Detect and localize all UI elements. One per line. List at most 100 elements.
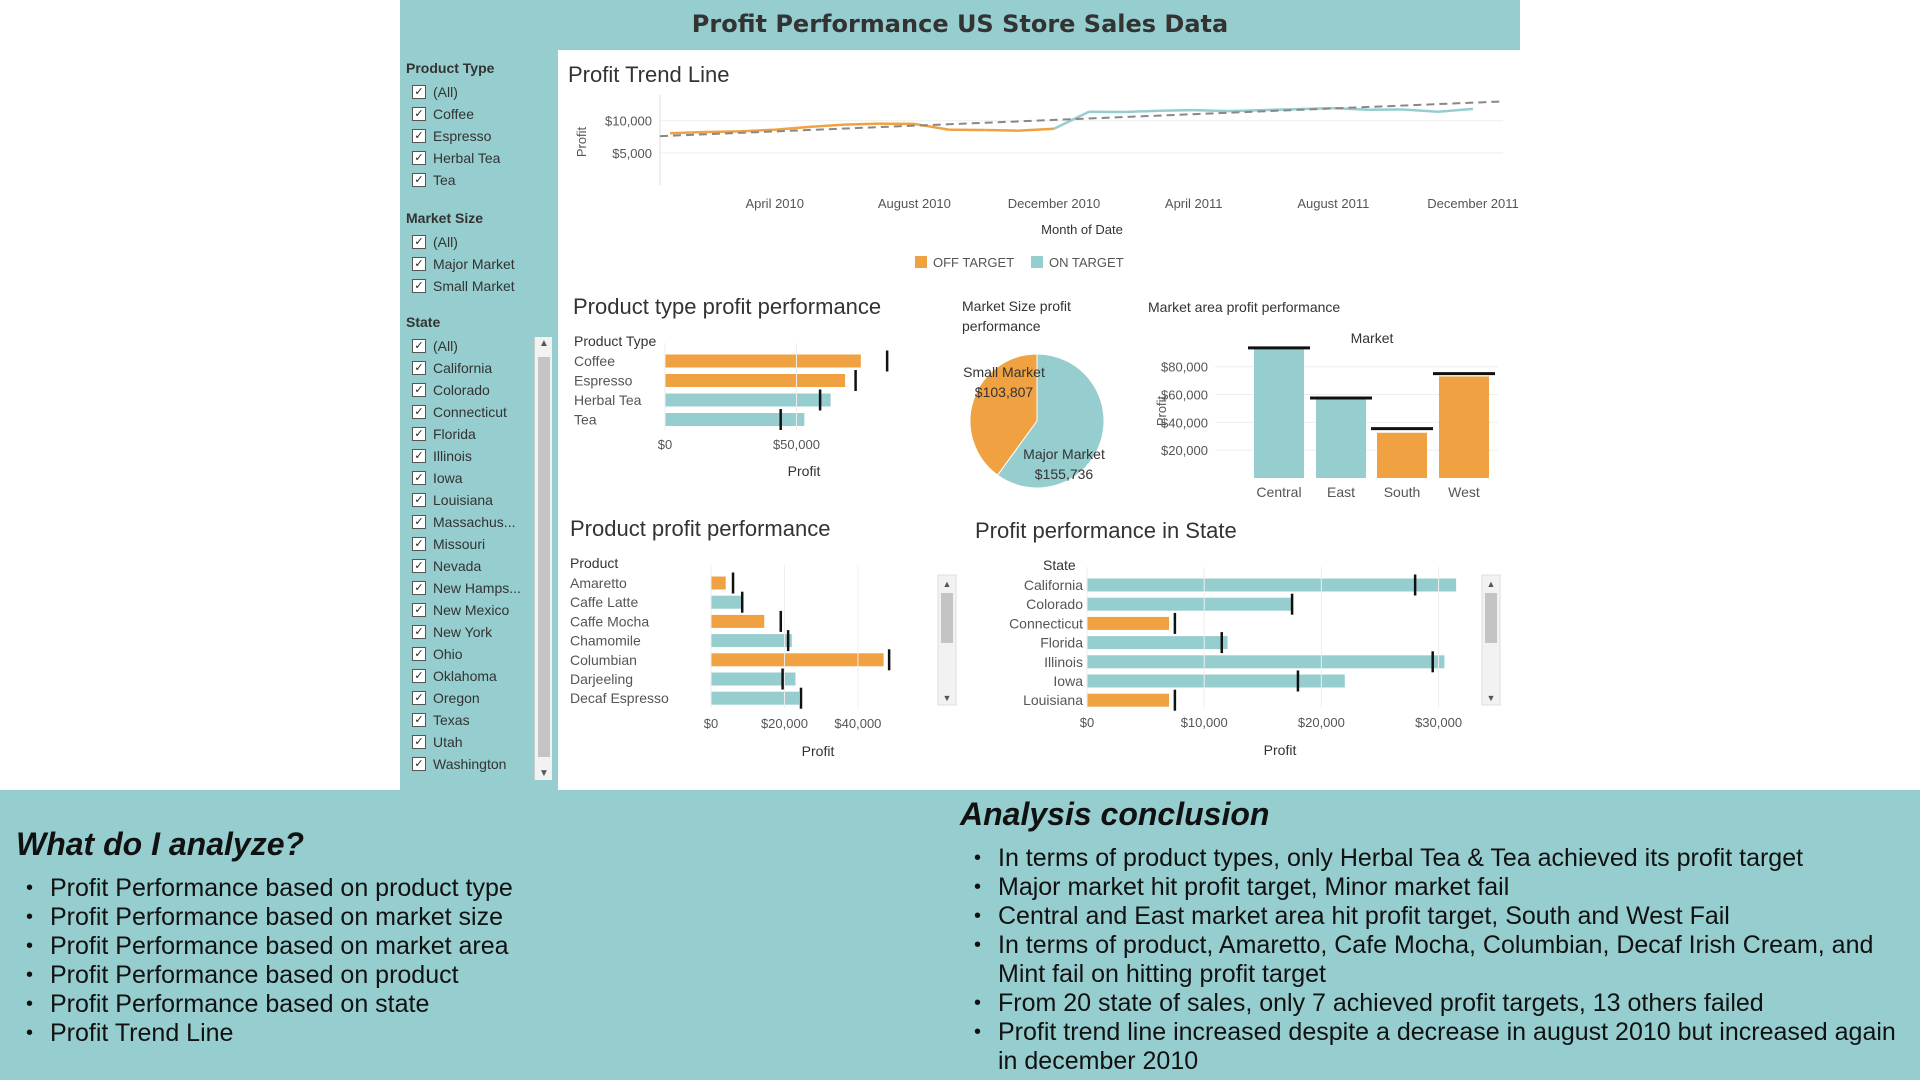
state-bar <box>1087 616 1170 630</box>
trend-y-tick: $10,000 <box>605 114 652 129</box>
filter-option-product-type[interactable]: ✓ Coffee <box>412 104 474 124</box>
product-bar <box>711 595 743 609</box>
filter-option-product-type[interactable]: ✓ (All) <box>412 82 458 102</box>
scrollbar-thumb[interactable] <box>941 593 953 643</box>
filter-option-state[interactable]: ✓ Washington <box>412 754 506 774</box>
filter-option-state[interactable]: ✓ California <box>412 358 492 378</box>
trend-x-tick: August 2011 <box>1297 196 1369 211</box>
conclusion-item: Profit trend line increased despite a de… <box>962 1018 1902 1076</box>
filter-option-state[interactable]: ✓ Illinois <box>412 446 472 466</box>
filter-option-label: Texas <box>433 712 470 728</box>
filter-option-state[interactable]: ✓ Florida <box>412 424 476 444</box>
filter-option-state[interactable]: ✓ New York <box>412 622 492 642</box>
market-area-category-label: South <box>1384 484 1421 500</box>
chevron-down-icon[interactable]: ▼ <box>1487 693 1496 703</box>
filter-heading-market-size: Market Size <box>406 210 484 226</box>
checkbox-checked-icon[interactable]: ✓ <box>412 235 426 249</box>
chevron-up-icon[interactable]: ▲ <box>1487 579 1496 589</box>
state-x-tick: $10,000 <box>1181 715 1228 730</box>
product-category-label: Chamomile <box>570 633 641 649</box>
filter-option-state[interactable]: ✓ Ohio <box>412 644 463 664</box>
conclusion-heading: Analysis conclusion <box>960 796 1270 832</box>
market-size-chart-title-line2: performance <box>962 318 1041 334</box>
filter-option-state[interactable]: ✓ Texas <box>412 710 470 730</box>
product_type-chart-title: Product type profit performance <box>573 294 881 319</box>
filter-option-label: New York <box>433 624 493 640</box>
checkbox-checked-icon[interactable]: ✓ <box>412 691 426 705</box>
checkbox-checked-icon[interactable]: ✓ <box>412 257 426 271</box>
chevron-down-icon[interactable]: ▼ <box>539 768 549 779</box>
checkbox-checked-icon[interactable]: ✓ <box>412 647 426 661</box>
product-x-tick: $0 <box>704 716 718 731</box>
chevron-up-icon[interactable]: ▲ <box>539 338 549 349</box>
filter-option-market-size[interactable]: ✓ Major Market <box>412 254 515 274</box>
checkbox-checked-icon[interactable]: ✓ <box>412 757 426 771</box>
scrollbar-thumb[interactable] <box>538 357 550 757</box>
state-chart-title: Profit performance in State <box>975 518 1237 543</box>
trend-x-tick: December 2011 <box>1427 196 1519 211</box>
checkbox-checked-icon[interactable]: ✓ <box>412 515 426 529</box>
filter-option-product-type[interactable]: ✓ Herbal Tea <box>412 148 500 168</box>
analyze-item: Profit Performance based on market size <box>14 903 914 932</box>
filter-option-state[interactable]: ✓ Utah <box>412 732 463 752</box>
filter-option-state[interactable]: ✓ Oregon <box>412 688 480 708</box>
checkbox-checked-icon[interactable]: ✓ <box>412 471 426 485</box>
chevron-down-icon[interactable]: ▼ <box>943 693 952 703</box>
filter-option-state[interactable]: ✓ New Hamps... <box>412 578 521 598</box>
filter-option-product-type[interactable]: ✓ Espresso <box>412 126 491 146</box>
checkbox-checked-icon[interactable]: ✓ <box>412 581 426 595</box>
pie-slice <box>969 353 1038 476</box>
filter-option-product-type[interactable]: ✓ Tea <box>412 170 456 190</box>
filter-option-market-size[interactable]: ✓ Small Market <box>412 276 515 296</box>
checkbox-checked-icon[interactable]: ✓ <box>412 559 426 573</box>
filter-option-state[interactable]: ✓ Nevada <box>412 556 481 576</box>
legend-swatch-off-target <box>915 256 927 268</box>
filter-option-market-size[interactable]: ✓ (All) <box>412 232 458 252</box>
pie-value-major-market: $155,736 <box>1035 466 1094 482</box>
checkbox-checked-icon[interactable]: ✓ <box>412 339 426 353</box>
checkbox-checked-icon[interactable]: ✓ <box>412 625 426 639</box>
filter-option-state[interactable]: ✓ New Mexico <box>412 600 509 620</box>
filter-option-state[interactable]: ✓ Connecticut <box>412 402 507 422</box>
checkbox-checked-icon[interactable]: ✓ <box>412 713 426 727</box>
checkbox-checked-icon[interactable]: ✓ <box>412 85 426 99</box>
checkbox-checked-icon[interactable]: ✓ <box>412 279 426 293</box>
market-area-bar <box>1377 432 1427 478</box>
checkbox-checked-icon[interactable]: ✓ <box>412 449 426 463</box>
checkbox-checked-icon[interactable]: ✓ <box>412 603 426 617</box>
filter-option-state[interactable]: ✓ Oklahoma <box>412 666 497 686</box>
product-bar <box>711 614 765 628</box>
checkbox-checked-icon[interactable]: ✓ <box>412 537 426 551</box>
filter-option-state[interactable]: ✓ Colorado <box>412 380 490 400</box>
market-area-y-tick: $60,000 <box>1161 388 1208 403</box>
trend-line-segment <box>1228 108 1264 113</box>
market-area-bar <box>1254 348 1304 478</box>
checkbox-checked-icon[interactable]: ✓ <box>412 173 426 187</box>
state-filter-scrollbar[interactable]: ▲ ▼ <box>534 337 552 780</box>
checkbox-checked-icon[interactable]: ✓ <box>412 129 426 143</box>
scrollbar-thumb[interactable] <box>1485 593 1497 643</box>
filter-option-label: Florida <box>433 426 476 442</box>
filter-option-label: California <box>433 360 493 376</box>
checkbox-checked-icon[interactable]: ✓ <box>412 107 426 121</box>
checkbox-checked-icon[interactable]: ✓ <box>412 493 426 507</box>
state-category-header: State <box>1043 557 1076 573</box>
filter-option-state[interactable]: ✓ Missouri <box>412 534 485 554</box>
filter-option-state[interactable]: ✓ (All) <box>412 336 458 356</box>
checkbox-checked-icon[interactable]: ✓ <box>412 669 426 683</box>
chevron-up-icon[interactable]: ▲ <box>943 579 952 589</box>
filter-option-label: Major Market <box>433 256 515 272</box>
state-x-tick: $20,000 <box>1298 715 1345 730</box>
trend-line-segment <box>914 122 950 131</box>
filter-option-state[interactable]: ✓ Louisiana <box>412 490 493 510</box>
checkbox-checked-icon[interactable]: ✓ <box>412 361 426 375</box>
filter-option-state[interactable]: ✓ Massachus... <box>412 512 515 532</box>
filter-option-label: Oregon <box>433 690 480 706</box>
filter-option-state[interactable]: ✓ Iowa <box>412 468 463 488</box>
checkbox-checked-icon[interactable]: ✓ <box>412 383 426 397</box>
checkbox-checked-icon[interactable]: ✓ <box>412 405 426 419</box>
checkbox-checked-icon[interactable]: ✓ <box>412 427 426 441</box>
checkbox-checked-icon[interactable]: ✓ <box>412 735 426 749</box>
checkbox-checked-icon[interactable]: ✓ <box>412 151 426 165</box>
market-area-category-label: Central <box>1256 484 1301 500</box>
